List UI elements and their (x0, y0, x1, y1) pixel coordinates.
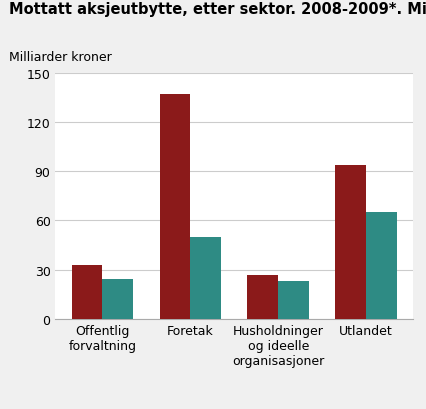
Bar (335, 165, 366, 319)
Bar (366, 213, 397, 319)
Text: Mottatt aksjeutbytte, etter sektor. 2008-2009*. Milliarder kroner: Mottatt aksjeutbytte, etter sektor. 2008… (9, 2, 426, 17)
Bar (248, 275, 278, 319)
Text: Milliarder kroner: Milliarder kroner (9, 50, 111, 63)
Bar (102, 280, 133, 319)
Bar (278, 281, 309, 319)
Bar (160, 95, 190, 319)
Bar (190, 237, 221, 319)
Bar (72, 265, 102, 319)
